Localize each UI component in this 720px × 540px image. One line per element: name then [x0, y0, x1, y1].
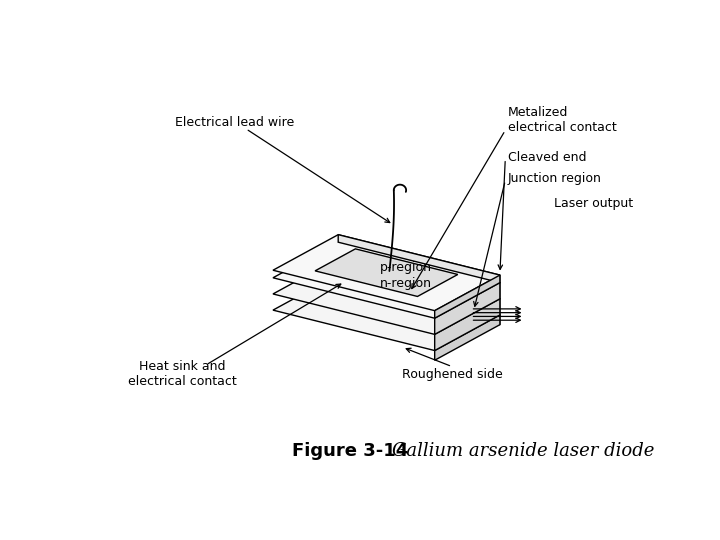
Text: Laser output: Laser output	[554, 197, 633, 210]
Polygon shape	[338, 242, 500, 299]
Polygon shape	[435, 299, 500, 350]
Text: Electrical lead wire: Electrical lead wire	[175, 116, 294, 129]
Polygon shape	[338, 258, 500, 315]
Polygon shape	[273, 235, 500, 310]
Polygon shape	[435, 315, 500, 360]
Text: Gallium arsenide laser diode: Gallium arsenide laser diode	[392, 442, 654, 460]
Polygon shape	[273, 274, 500, 350]
Polygon shape	[435, 282, 500, 334]
Polygon shape	[315, 249, 458, 296]
Text: n-region: n-region	[380, 277, 432, 290]
Text: Roughened side: Roughened side	[402, 368, 503, 381]
Polygon shape	[273, 258, 500, 334]
Text: Heat sink and
electrical contact: Heat sink and electrical contact	[128, 360, 237, 388]
Polygon shape	[273, 242, 500, 318]
Text: Metalized
electrical contact: Metalized electrical contact	[508, 106, 616, 134]
Text: Junction region: Junction region	[508, 172, 601, 185]
Text: Figure 3-14: Figure 3-14	[292, 442, 408, 460]
Polygon shape	[435, 275, 500, 318]
Text: p-region: p-region	[380, 261, 432, 274]
Polygon shape	[338, 235, 500, 282]
Polygon shape	[338, 274, 500, 325]
Text: Cleaved end: Cleaved end	[508, 151, 586, 164]
